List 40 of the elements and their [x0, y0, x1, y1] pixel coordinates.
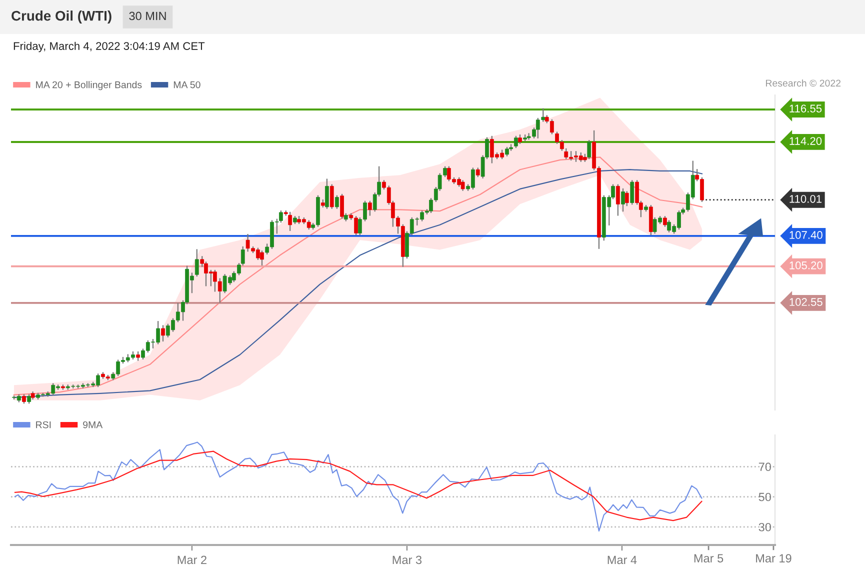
- candlestick: [194, 249, 199, 277]
- text: Research © 2022: [766, 79, 841, 87]
- text: Mar 19: [756, 554, 792, 562]
- candlestick: [616, 184, 620, 216]
- candlestick: [460, 180, 465, 191]
- y-tick-label: 30: [758, 522, 772, 532]
- ref-line-label: 114.20: [790, 137, 822, 145]
- x-tick-label: Mar 2: [178, 556, 206, 564]
- candlestick: [624, 191, 629, 206]
- candlestick: [288, 212, 292, 231]
- candlestick: [161, 325, 165, 342]
- candlestick: [335, 195, 339, 209]
- candlestick: [330, 184, 334, 209]
- candlestick: [325, 178, 329, 209]
- y-tick-label: 70: [758, 462, 772, 472]
- candlestick: [630, 180, 634, 205]
- chart-title: Crude Oil (WTI): [12, 10, 112, 24]
- y-tick-label: 50: [758, 492, 772, 502]
- line-series: [14, 450, 702, 522]
- x-tick-label: Mar 3: [392, 556, 422, 564]
- candlestick: [260, 250, 264, 266]
- ref-line-label: 107.40: [790, 231, 822, 239]
- ref-line-label: 102.55: [790, 298, 822, 306]
- legend-label: 9MA: [83, 421, 103, 428]
- candlestick: [587, 140, 592, 160]
- text: Friday, March 4, 2022 3:04:19 AM CET: [14, 42, 205, 52]
- line-series: [14, 442, 702, 532]
- candlestick: [340, 194, 344, 219]
- text: Mar 5: [694, 554, 724, 562]
- ref-line-label: 110.01: [790, 194, 822, 203]
- candlestick: [621, 188, 625, 212]
- legend-label: RSI: [36, 421, 51, 428]
- candlestick: [368, 200, 372, 216]
- legend-label: MA 20 + Bollinger Bands: [36, 81, 142, 90]
- ref-line-label: 105.20: [790, 261, 822, 270]
- x-tick-label: Mar 4: [608, 556, 637, 564]
- chart-subtitle: 30 MIN: [129, 12, 166, 20]
- ref-line-label: 116.55: [790, 104, 822, 112]
- legend-label: MA 50: [174, 81, 200, 88]
- candlestick: [514, 136, 518, 148]
